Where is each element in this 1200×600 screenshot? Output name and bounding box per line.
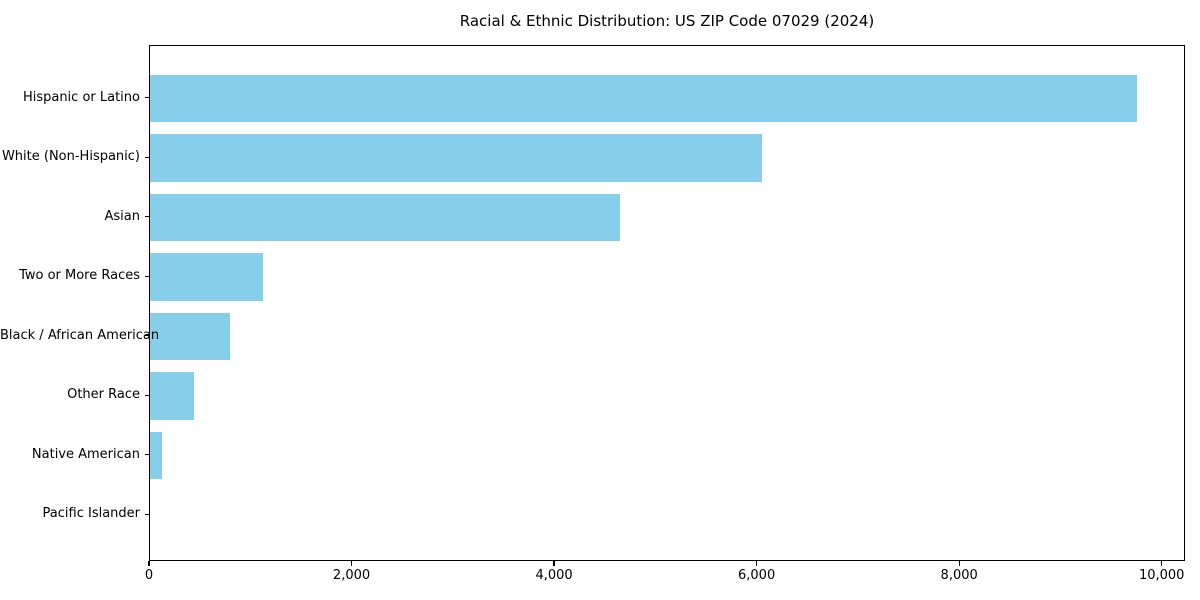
x-axis-tick-mark xyxy=(958,561,960,566)
plot-area xyxy=(149,45,1185,561)
bar xyxy=(150,193,620,242)
x-axis-tick-label: 4,000 xyxy=(535,568,573,583)
bar xyxy=(150,372,194,420)
chart-title: Racial & Ethnic Distribution: US ZIP Cod… xyxy=(459,12,875,30)
y-axis-tick-mark xyxy=(145,275,149,277)
x-axis-tick-label: 8,000 xyxy=(940,568,978,583)
bar xyxy=(150,253,264,301)
y-axis-label: Pacific Islander xyxy=(42,506,140,522)
y-axis-label: Black / African American xyxy=(0,327,160,343)
x-axis-tick-label: 0 xyxy=(144,568,154,583)
y-axis-tick-mark xyxy=(145,454,149,456)
y-axis-tick-mark xyxy=(145,216,149,218)
y-axis-label: Hispanic or Latino xyxy=(22,89,140,105)
y-axis-label: White (Non-Hispanic) xyxy=(1,149,140,165)
bar xyxy=(150,312,230,361)
x-axis-tick-label: 10,000 xyxy=(1138,568,1185,583)
y-axis-tick-mark xyxy=(145,97,149,99)
y-axis-tick-mark xyxy=(145,394,149,396)
x-axis-tick-mark xyxy=(553,561,555,566)
x-axis-tick-label: 2,000 xyxy=(332,568,371,583)
bar xyxy=(150,431,163,480)
y-axis-label: Asian xyxy=(104,208,140,224)
bar xyxy=(150,74,1138,123)
bar xyxy=(150,134,762,182)
x-axis-tick-mark xyxy=(350,561,353,566)
y-axis-label: Two or More Races xyxy=(19,268,140,284)
y-axis-tick-mark xyxy=(145,513,149,515)
y-axis-label: Other Race xyxy=(67,387,140,403)
x-axis-tick-mark xyxy=(756,561,758,566)
y-axis-tick-mark xyxy=(145,335,149,337)
x-axis-tick-mark xyxy=(1161,561,1163,566)
x-axis-tick-label: 6,000 xyxy=(738,568,776,583)
y-axis-tick-mark xyxy=(145,156,149,158)
x-axis-tick-mark xyxy=(148,561,150,566)
y-axis-label: Native American xyxy=(31,446,140,462)
